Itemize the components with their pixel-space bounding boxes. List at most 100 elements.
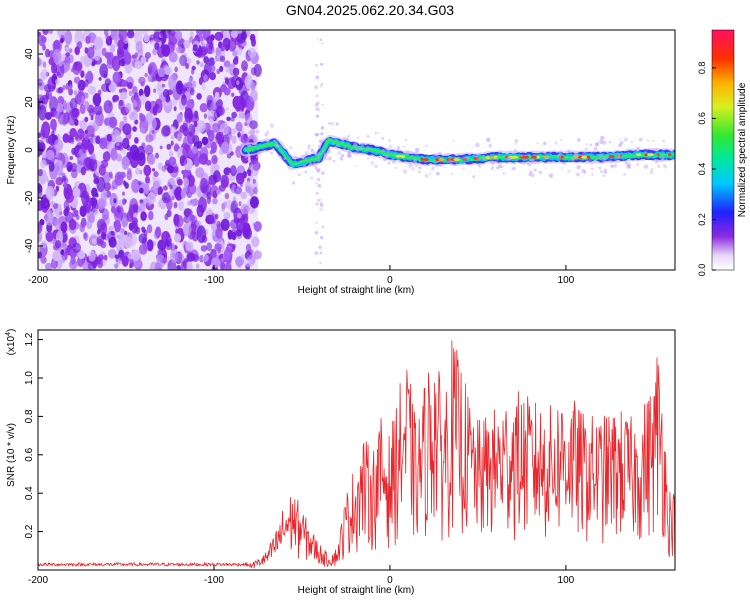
noise-speckle [213,56,218,63]
noise-speckle [80,223,86,228]
noise-speckle [143,164,152,177]
halo-speckle [316,163,319,166]
noise-speckle [127,252,133,260]
noise-speckle [55,240,62,249]
noise-speckle [69,97,78,111]
noise-speckle [209,72,217,81]
noise-speckle [196,93,202,100]
noise-speckle [42,61,47,68]
noise-speckle [185,81,193,89]
signal-track-layer [244,137,675,166]
halo-speckle [478,163,482,168]
noise-speckle [141,226,146,231]
noise-speckle [38,141,43,156]
noise-speckle [38,168,43,177]
halo-speckle [567,149,571,153]
halo-speckle [491,156,494,159]
spectrogram-xtick-label: 100 [558,275,575,286]
halo-speckle [434,161,438,165]
halo-speckle [309,162,313,166]
noise-speckle [176,264,181,270]
halo-speckle [340,158,343,161]
noise-speckle [229,183,233,188]
halo-speckle [477,164,481,167]
noise-speckle [108,171,113,178]
noise-speckle [53,48,62,65]
noise-speckle [225,107,229,111]
noise-speckle [163,196,167,201]
halo-speckle [270,151,274,155]
halo-speckle [374,164,378,168]
noise-speckle [76,129,85,140]
signal-core-dot [490,156,494,159]
noise-speckle [198,77,203,86]
halo-speckle [335,122,339,126]
snr-series [38,340,675,569]
noise-speckle [144,85,151,98]
noise-speckle [126,30,135,39]
noise-speckle [100,190,108,203]
noise-speckle [242,171,247,179]
noise-speckle [87,46,95,59]
snr-ytick-label: 1.2 [24,332,35,346]
noise-speckle [125,102,132,114]
spike-speckle [320,126,325,130]
noise-speckle [96,218,107,231]
noise-speckle [230,30,238,39]
halo-speckle [339,156,344,160]
halo-speckle [327,150,331,153]
halo-speckle [307,147,310,150]
noise-speckle [68,88,73,96]
noise-speckle [137,48,144,57]
noise-speckle [169,184,173,190]
snr-ytick-label: 0.2 [24,524,35,538]
noise-speckle [229,229,237,239]
halo-speckle [347,134,350,137]
noise-speckle [92,93,102,107]
halo-speckle [411,167,416,171]
noise-speckle [65,46,69,51]
noise-speckle [184,107,194,123]
halo-speckle [527,162,531,166]
halo-speckle [601,157,606,163]
noise-speckle [186,99,195,110]
noise-speckle [38,222,43,234]
halo-speckle [530,158,535,164]
noise-speckle [174,143,180,152]
halo-speckle [536,142,539,145]
noise-speckle [242,222,251,237]
halo-speckle [291,181,296,185]
noise-speckle [182,222,192,237]
noise-speckle [64,62,71,71]
halo-speckle [599,170,603,174]
halo-speckle [438,151,442,155]
noise-speckle [90,115,94,121]
spike-speckle [320,82,324,86]
noise-speckle [170,126,177,134]
noise-speckle [44,84,52,93]
noise-speckle [225,46,230,52]
noise-speckle [201,83,206,91]
noise-speckle [121,156,130,170]
noise-speckle [57,95,65,105]
noise-speckle [45,202,48,206]
noise-speckle [157,249,162,255]
noise-speckle [235,121,243,132]
noise-speckle [158,199,164,209]
noise-speckle [38,251,42,259]
noise-speckle [166,143,172,150]
halo-speckle [255,129,260,134]
halo-speckle [586,144,589,146]
snr-frame [37,329,676,571]
noise-speckle [58,60,63,67]
noise-speckle [211,123,221,133]
halo-speckle [381,136,385,140]
colorbar-tick-label: 0.4 [697,163,707,176]
noise-speckle [55,61,65,78]
halo-speckle [340,153,345,158]
noise-speckle [161,44,171,57]
noise-speckle [188,123,196,137]
noise-speckle [223,212,231,220]
noise-speckle [230,200,239,213]
noise-speckle [200,245,208,252]
